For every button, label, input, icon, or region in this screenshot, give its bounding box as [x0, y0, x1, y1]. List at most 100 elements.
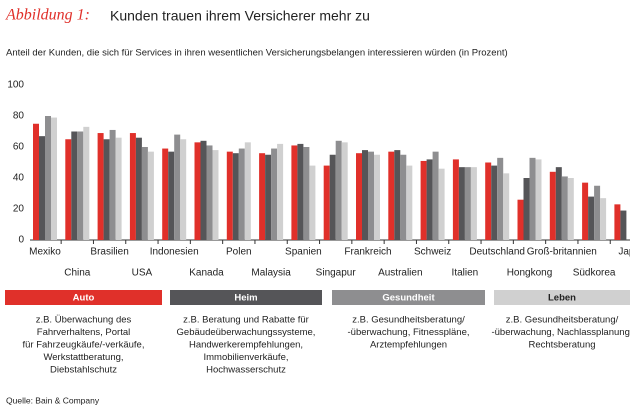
bar — [458, 167, 465, 240]
legend-description: z.B. Gesundheitsberatung/ — [352, 315, 465, 326]
bar — [594, 185, 601, 240]
bar — [33, 123, 39, 240]
legend-swatch — [332, 290, 485, 305]
bar — [65, 139, 72, 240]
bar — [212, 150, 219, 240]
bar — [238, 148, 245, 240]
legend-swatch — [5, 290, 162, 305]
bar — [141, 147, 148, 240]
bar — [277, 143, 284, 240]
bar — [259, 153, 266, 240]
bar — [362, 150, 368, 240]
bar — [180, 139, 187, 240]
bar — [162, 148, 169, 240]
bar — [567, 178, 574, 240]
bar — [39, 136, 45, 240]
bar — [368, 151, 374, 240]
x-tick-label: Frankreich — [344, 247, 391, 258]
bar — [549, 171, 556, 240]
bar — [71, 131, 78, 240]
x-tick-label: Brasilien — [90, 247, 128, 258]
bar — [341, 142, 348, 240]
bar — [561, 176, 568, 240]
bar — [497, 157, 504, 240]
x-tick-label: China — [64, 268, 91, 279]
x-tick-label: Schweiz — [414, 247, 451, 258]
legend-swatch — [170, 290, 322, 305]
bar — [206, 145, 213, 240]
bar — [432, 151, 439, 240]
bar — [303, 147, 310, 240]
legend-swatch — [494, 290, 630, 305]
legend-description: Arztempfehlungen — [370, 340, 447, 351]
bar — [168, 151, 175, 240]
legend-description: z.B. Überwachung des — [36, 315, 132, 326]
bar — [83, 126, 90, 240]
bar — [232, 153, 239, 240]
bar — [109, 129, 116, 240]
bar — [271, 148, 278, 240]
source: Quelle: Bain & Company — [6, 395, 100, 405]
figure-label: Abbildung 1: — [5, 7, 90, 24]
bar — [135, 137, 142, 240]
x-tick-label: Mexiko — [29, 247, 61, 258]
bar — [323, 165, 330, 240]
y-tick-label: 60 — [13, 142, 25, 153]
x-tick-label: Groß-britannien — [527, 247, 597, 258]
legend-label: Gesundheit — [382, 293, 435, 304]
bar — [529, 157, 536, 240]
bar — [406, 165, 413, 240]
y-tick-label: 100 — [7, 80, 24, 91]
bar — [452, 159, 459, 240]
x-tick-label: Singapur — [316, 268, 357, 279]
bar — [309, 165, 316, 240]
bar — [517, 199, 524, 240]
bar — [470, 167, 477, 240]
bar — [115, 137, 122, 240]
bar — [226, 151, 233, 240]
bar — [147, 151, 154, 240]
bar — [426, 159, 433, 240]
x-tick-label: Spanien — [285, 247, 322, 258]
x-tick-label: Hongkong — [507, 268, 553, 279]
bar — [51, 117, 57, 240]
bar — [388, 151, 395, 240]
bar — [374, 154, 380, 240]
bar — [491, 165, 498, 240]
chart-subtitle: Anteil der Kunden, die sich für Services… — [6, 48, 508, 59]
x-tick-label: Indonesien — [150, 247, 199, 258]
bar — [394, 150, 401, 240]
bar — [503, 173, 510, 240]
chart-title: Kunden trauen ihrem Versicherer mehr zu — [110, 8, 370, 24]
legend-label: Heim — [234, 293, 257, 304]
bar — [97, 133, 104, 240]
bar — [244, 142, 251, 240]
legend-description: Handwerkerempfehlungen, — [189, 340, 303, 351]
x-tick-label: Italien — [452, 268, 479, 279]
x-tick-label: Polen — [226, 247, 252, 258]
bar — [620, 210, 627, 240]
bar — [103, 139, 110, 240]
y-tick-label: 80 — [13, 111, 25, 122]
bar — [297, 143, 304, 240]
x-tick-label: Jap — [618, 247, 630, 258]
legend-description: Werkstattberatung, — [43, 352, 123, 363]
bar — [464, 167, 471, 240]
bar — [265, 154, 272, 240]
y-tick-label: 40 — [13, 173, 25, 184]
legend-description: für Fahrzeugkäufe/-verkäufe, — [23, 340, 145, 351]
legend-description: -überwachung, Nachlassplanung, — [491, 327, 630, 338]
legend-description: z.B. Gesundheitsberatung/ — [506, 315, 619, 326]
bar — [174, 134, 181, 240]
bar — [200, 140, 207, 240]
legend-label: Leben — [548, 293, 576, 304]
bar — [614, 204, 621, 240]
x-tick-label: Südkorea — [573, 268, 616, 279]
bar — [588, 196, 595, 240]
x-tick-label: Deutschland — [469, 247, 525, 258]
legend-description: z.B. Beratung und Rabatte für — [183, 315, 309, 326]
bar — [335, 140, 342, 240]
x-tick-label: USA — [132, 268, 153, 279]
bar — [438, 168, 445, 240]
